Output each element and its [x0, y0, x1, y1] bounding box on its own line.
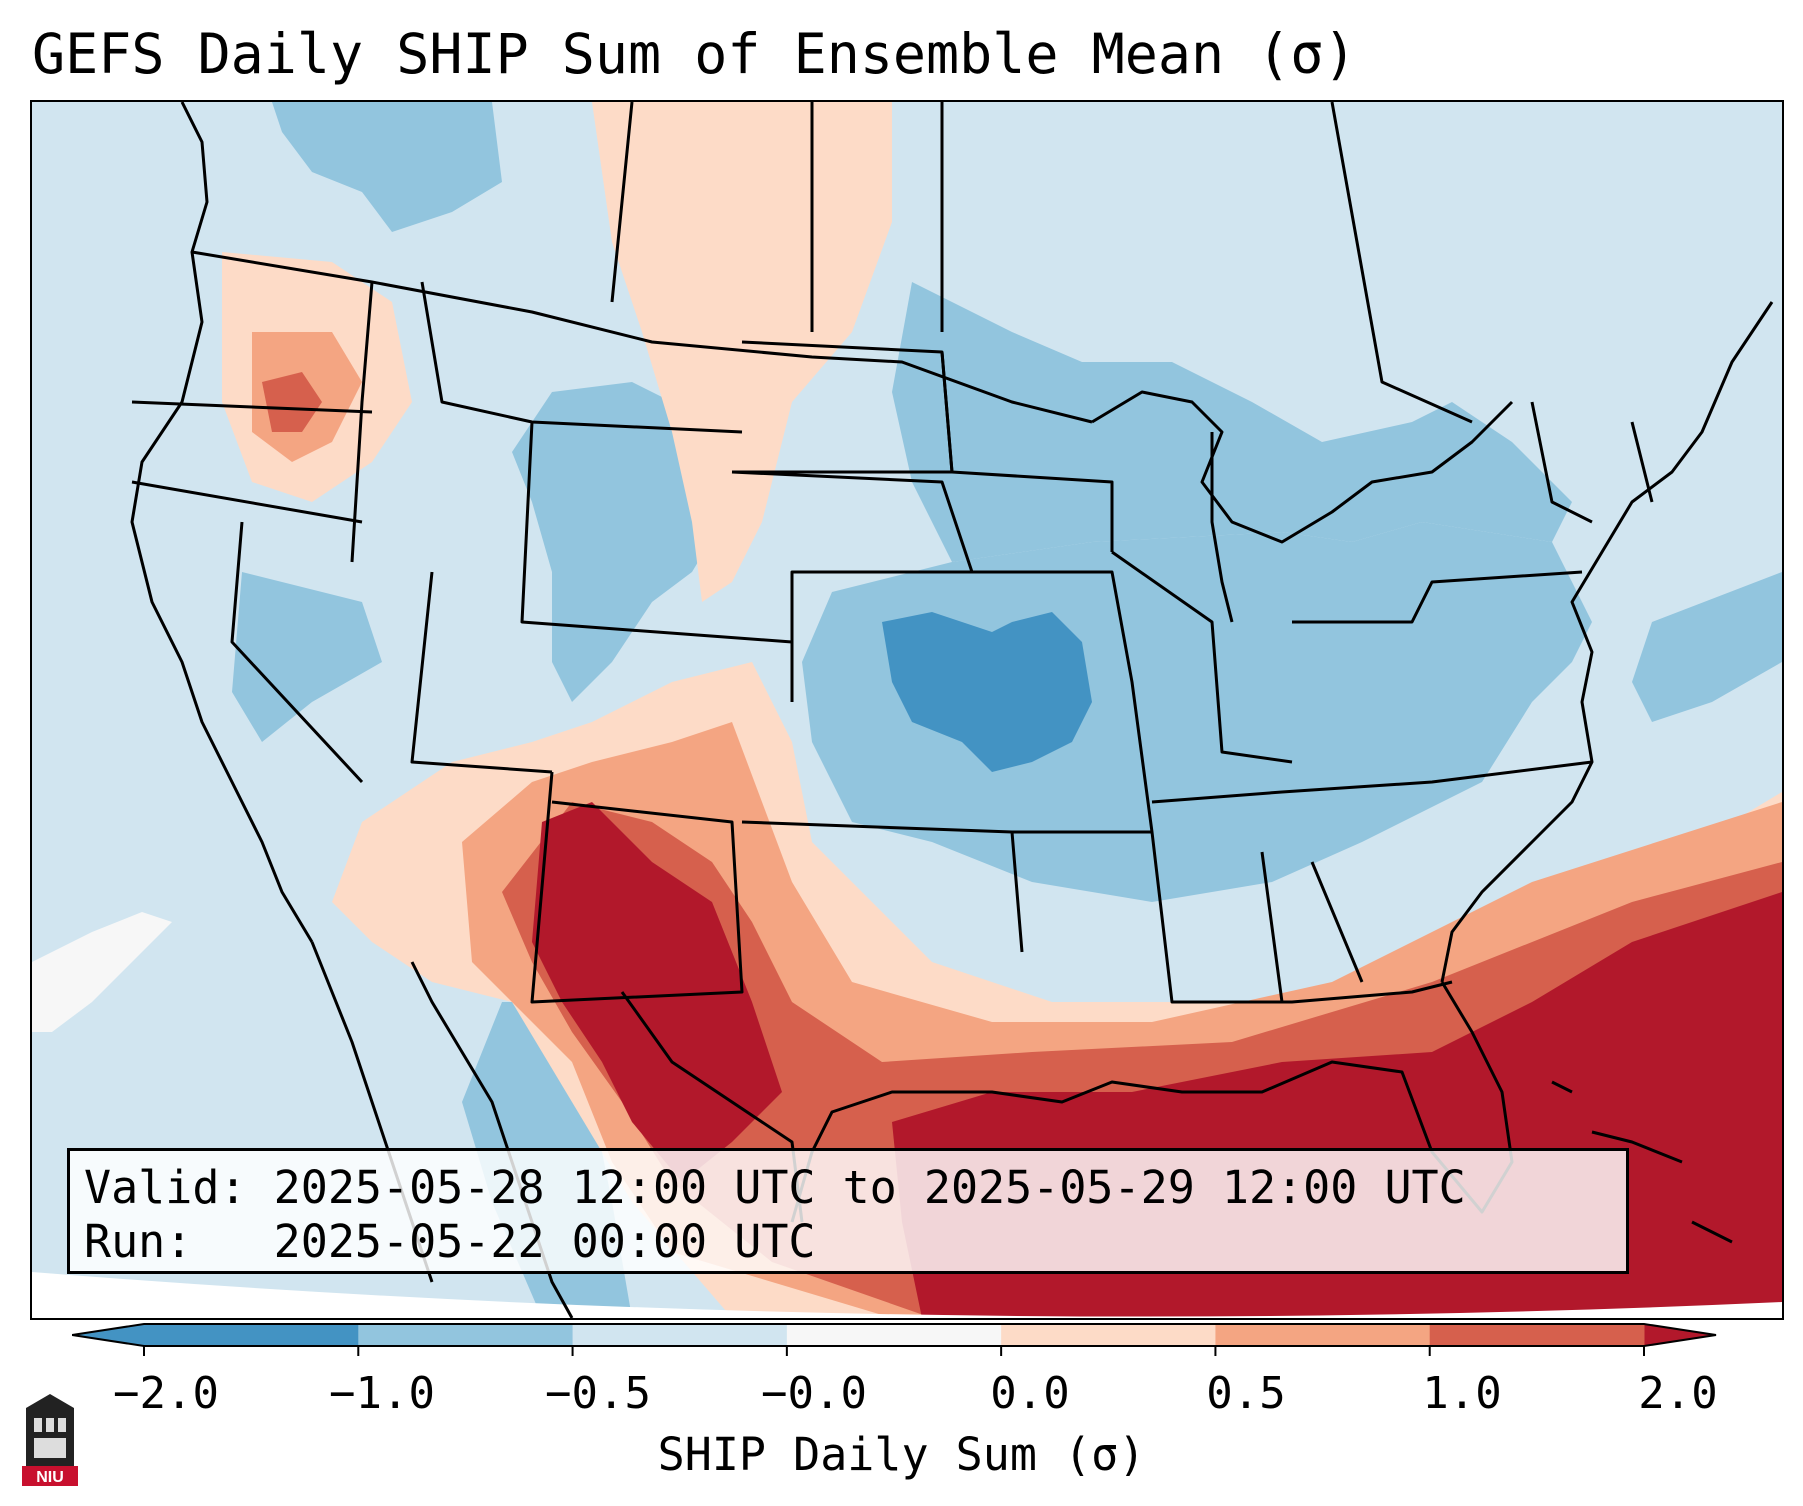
tick-label: −2.0	[113, 1368, 219, 1419]
run-label: Run:	[84, 1215, 193, 1268]
tick-label: 1.0	[1422, 1368, 1502, 1419]
state-line-mt	[420, 281, 743, 434]
new-mexico-texas-max	[532, 802, 782, 1182]
great-lakes	[1091, 390, 1514, 544]
atlantic-coast	[1440, 301, 1774, 983]
valid-value: 2025-05-28 12:00 UTC to 2025-05-29 12:00…	[273, 1161, 1466, 1214]
colorbar-segment	[1001, 1324, 1216, 1346]
colorbar-label: SHIP Daily Sum (σ)	[657, 1428, 1146, 1481]
run-row: Run: 2025-05-22 00:00 UTC	[84, 1215, 1626, 1269]
state-line-ut	[410, 571, 553, 774]
lake-michigan	[1210, 432, 1234, 623]
state-line-mo-ar	[972, 570, 1154, 834]
tick-label: −0.5	[545, 1368, 651, 1419]
state-line-oh-pa	[1292, 570, 1583, 624]
state-line-new-england	[1530, 401, 1654, 524]
colorbar-segment	[144, 1324, 359, 1346]
state-line-or-ca	[131, 480, 363, 524]
boundaries	[130, 102, 1774, 1318]
west-blue-patches	[232, 572, 382, 742]
state-line-wa-or	[131, 400, 373, 414]
state-line-il-in	[1111, 550, 1293, 764]
state-line-al-ga	[1260, 851, 1364, 1003]
gulf-coast	[790, 981, 1514, 1223]
state-line-nv	[230, 521, 364, 784]
colorbar-segment	[572, 1324, 788, 1346]
map-title: GEFS Daily SHIP Sum of Ensemble Mean (σ)	[32, 22, 1357, 86]
central-plains-blue	[802, 522, 1592, 902]
pacific-white-patch	[32, 912, 172, 1032]
tick-label: 0.0	[990, 1368, 1070, 1419]
pacific-nw-dark	[262, 372, 322, 432]
state-line-ky-tn	[1151, 760, 1593, 804]
colorbar-segment	[358, 1324, 574, 1346]
run-value: 2025-05-22 00:00 UTC	[273, 1215, 816, 1268]
colorbar-extend-high	[1644, 1324, 1716, 1346]
us-west-coast	[130, 102, 314, 943]
valid-row: Valid: 2025-05-28 12:00 UTC to 2025-05-2…	[84, 1161, 1626, 1215]
caribbean-islands	[1551, 1080, 1733, 1244]
atlantic-blue-patch	[1632, 572, 1782, 722]
tick-label: −1.0	[329, 1368, 435, 1419]
logo-text: NIU	[36, 1469, 64, 1486]
canada-border	[191, 250, 1093, 424]
state-line-southeast	[1150, 831, 1453, 1004]
tick-label: 0.5	[1206, 1368, 1286, 1419]
canada-interior	[610, 102, 1473, 424]
niu-logo: NIU	[22, 1394, 78, 1486]
strongest-negative	[882, 612, 1092, 772]
northern-plains-light	[592, 102, 892, 602]
nw-blue-patches	[272, 102, 502, 232]
state-line-az-nm	[530, 771, 744, 1004]
colorbar-segment	[1429, 1324, 1645, 1346]
colorado-blue	[512, 382, 722, 702]
tick-label: −0.0	[761, 1368, 867, 1419]
colorbar-outline	[72, 1323, 1717, 1347]
colorbar	[72, 1323, 1717, 1356]
valid-label: Valid:	[84, 1161, 247, 1214]
projection-edge	[32, 1272, 1782, 1318]
colorbar-extend-low	[72, 1324, 144, 1346]
tick-label: 2.0	[1638, 1368, 1718, 1419]
state-line-mn-ia	[940, 351, 1114, 552]
upper-midwest-blue	[892, 282, 1572, 562]
colorbar-segment	[786, 1324, 1002, 1346]
valid-run-info-box: Valid: 2025-05-28 12:00 UTC to 2025-05-2…	[67, 1148, 1629, 1274]
state-line-wy-co	[520, 421, 793, 644]
colorbar-segment	[1215, 1324, 1431, 1346]
map-panel	[30, 100, 1784, 1320]
state-line-id	[350, 281, 374, 563]
